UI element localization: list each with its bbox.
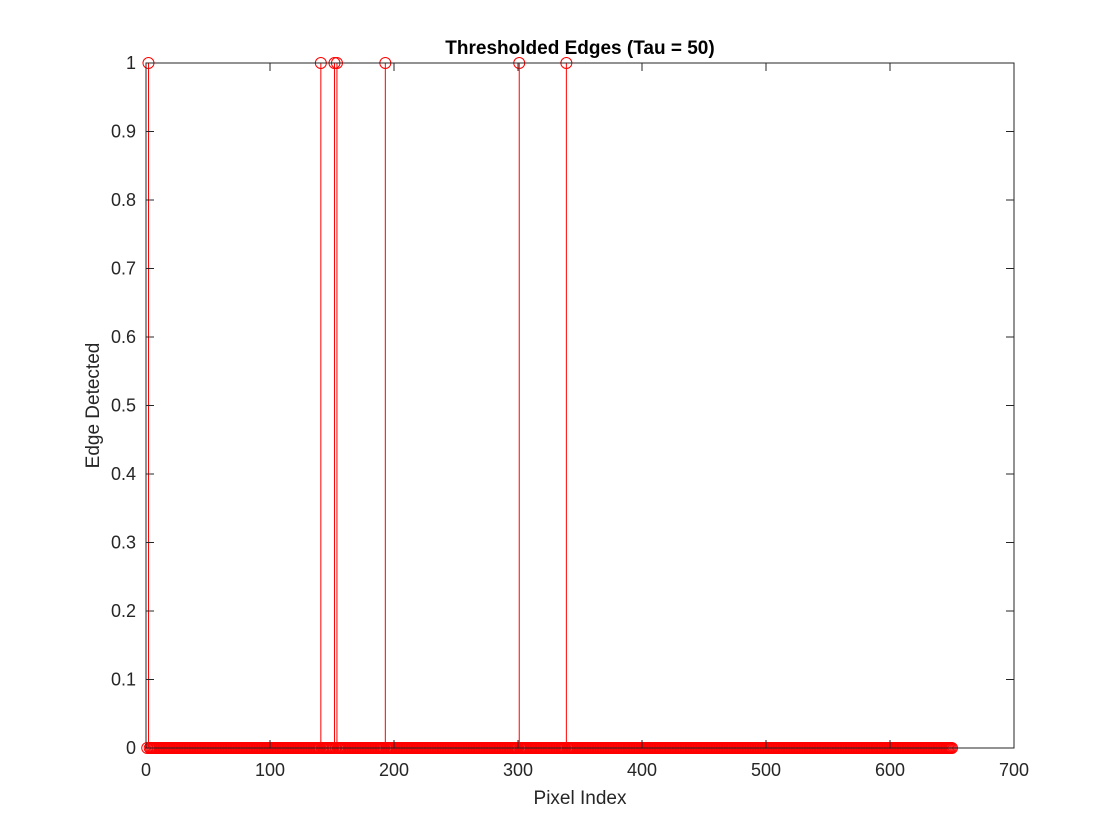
x-tick-label: 600 [875, 760, 905, 780]
x-tick-label: 500 [751, 760, 781, 780]
x-tick-label: 100 [255, 760, 285, 780]
y-tick-label: 0.2 [111, 601, 136, 621]
y-axis-title: Edge Detected [83, 343, 104, 469]
x-tick-label: 300 [503, 760, 533, 780]
y-tick-label: 0.8 [111, 190, 136, 210]
x-tick-label: 400 [627, 760, 657, 780]
x-axis-title: Pixel Index [534, 788, 627, 809]
y-tick-label: 1 [126, 53, 136, 73]
y-tick-label: 0.1 [111, 670, 136, 690]
y-tick-label: 0.5 [111, 396, 136, 416]
y-tick-label: 0.9 [111, 122, 136, 142]
x-tick-label: 0 [141, 760, 151, 780]
axis-ticks: 0 100 200 300 400 500 600 700 0 0.1 0.2 0.3 0.4 0.5 0.… [111, 53, 1029, 780]
y-tick-label: 0.6 [111, 327, 136, 347]
y-tick-label: 0.7 [111, 259, 136, 279]
x-tick-label: 700 [999, 760, 1029, 780]
y-tick-label: 0.4 [111, 464, 136, 484]
y-tick-label: 0 [126, 738, 136, 758]
y-tick-label: 0.3 [111, 533, 136, 553]
chart-title: Thresholded Edges (Tau = 50) [445, 38, 714, 59]
x-tick-label: 200 [379, 760, 409, 780]
